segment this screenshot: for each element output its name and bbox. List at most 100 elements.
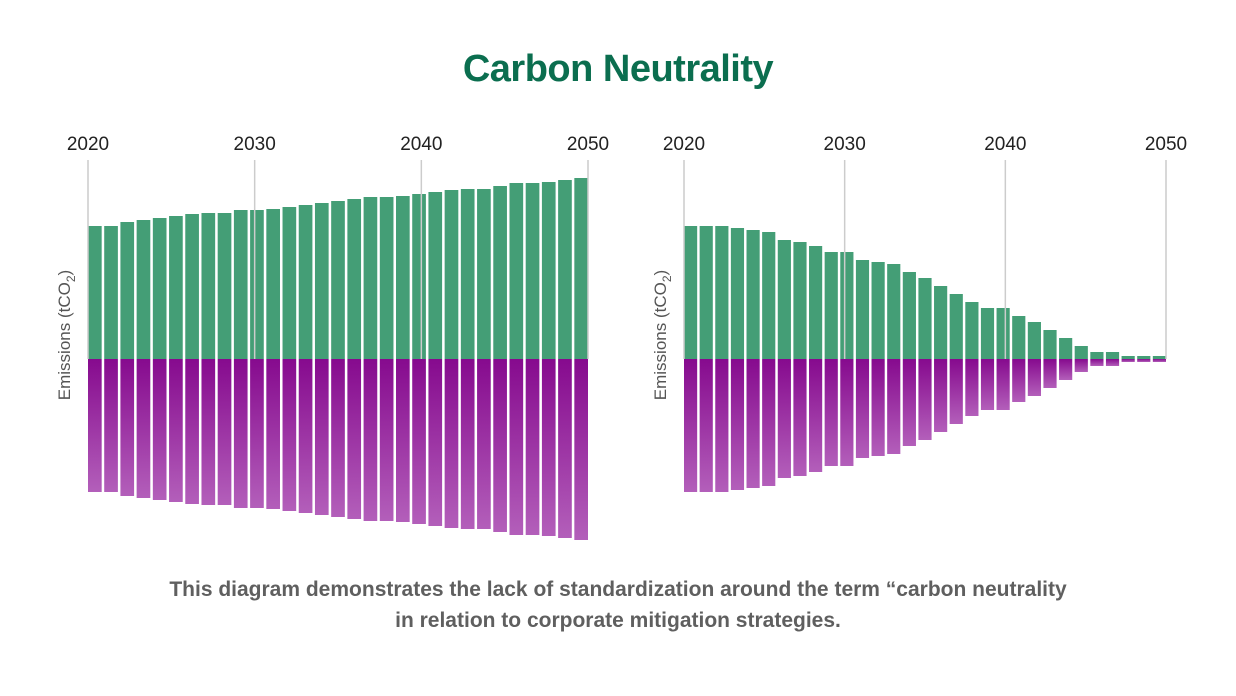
offset-bar-2049	[1137, 359, 1151, 362]
emissions-bar-2044	[477, 189, 491, 359]
offset-bar-2043	[460, 359, 475, 529]
emissions-bar-2036	[347, 199, 362, 359]
emissions-bar-2028	[217, 213, 232, 359]
tick-label-2020: 2020	[663, 134, 705, 155]
emissions-bar-2022	[715, 226, 729, 359]
offset-bar-2044	[477, 359, 491, 529]
emissions-bar-2033	[298, 205, 313, 359]
offset-bar-2025	[169, 359, 183, 502]
emissions-bar-2023	[730, 228, 745, 359]
offset-bar-2033	[298, 359, 313, 513]
offset-bar-2042	[1027, 359, 1041, 396]
emissions-bar-2021	[104, 226, 118, 359]
offset-bar-2047	[525, 359, 540, 535]
offset-bar-2029	[233, 359, 248, 508]
offset-bar-2030	[250, 359, 264, 508]
offset-bar-2020	[88, 359, 102, 492]
offset-bar-2045	[493, 359, 507, 532]
emissions-bar-2022	[120, 222, 135, 359]
offset-bar-2037	[949, 359, 963, 424]
offset-bar-2039	[980, 359, 995, 410]
emissions-bar-2047	[525, 183, 540, 359]
emissions-bar-2024	[746, 230, 760, 359]
tick-label-2040: 2040	[984, 134, 1026, 155]
offset-bar-2041	[428, 359, 443, 526]
offset-bar-2041	[1012, 359, 1026, 402]
emissions-bar-2027	[793, 242, 807, 359]
emissions-bar-2031	[266, 209, 280, 359]
emissions-bar-2026	[185, 214, 199, 359]
tick-label-2030: 2030	[824, 134, 866, 155]
emissions-bar-2046	[509, 183, 524, 359]
emissions-bar-2049	[558, 180, 572, 359]
offset-bar-2046	[1090, 359, 1104, 366]
emissions-bar-2050	[574, 178, 588, 359]
caption-line-1: This diagram demonstrates the lack of st…	[169, 578, 1067, 601]
offset-bar-2050	[574, 359, 588, 540]
tick-label-2020: 2020	[67, 134, 109, 155]
offset-bar-2038	[965, 359, 979, 416]
offset-bar-2040	[412, 359, 426, 524]
emissions-bar-2048	[1121, 356, 1135, 359]
emissions-bar-2036	[934, 286, 948, 359]
offset-bar-2020	[684, 359, 698, 492]
offset-bar-2024	[746, 359, 760, 488]
emissions-bar-2044	[1059, 338, 1073, 359]
emissions-bar-2045	[493, 186, 507, 359]
offset-bar-2022	[715, 359, 729, 492]
offset-bar-2031	[266, 359, 280, 509]
emissions-bar-2031	[855, 260, 870, 359]
emissions-bar-2035	[918, 278, 932, 359]
offset-bar-2037	[363, 359, 378, 521]
offset-bar-2050	[1152, 359, 1166, 362]
emissions-bar-2033	[887, 264, 901, 359]
offset-bar-2031	[855, 359, 870, 458]
offset-bar-2035	[331, 359, 345, 517]
offset-bar-2048	[541, 359, 556, 536]
page-title: Carbon Neutrality	[462, 48, 774, 90]
offset-bar-2036	[347, 359, 362, 519]
offset-bar-2035	[918, 359, 932, 440]
emissions-bar-2020	[684, 226, 698, 359]
emissions-bar-2032	[871, 262, 885, 359]
offset-bar-2049	[558, 359, 572, 538]
emissions-bar-2043	[460, 189, 475, 359]
tick-label-2030: 2030	[234, 134, 276, 155]
emissions-bar-2034	[902, 272, 916, 359]
offset-bar-2027	[201, 359, 216, 505]
emissions-bar-2045	[1074, 346, 1088, 359]
offset-bar-2026	[185, 359, 199, 504]
emissions-bar-2024	[152, 218, 167, 359]
offset-bar-2047	[1105, 359, 1120, 366]
emissions-bar-2037	[363, 197, 378, 359]
caption: This diagram demonstrates the lack of st…	[0, 574, 1236, 636]
offset-bar-2034	[902, 359, 916, 446]
emissions-bar-2049	[1137, 356, 1151, 359]
tick-label-2040: 2040	[400, 134, 442, 155]
emissions-bar-2041	[428, 192, 443, 359]
y-axis-label: Emissions (tCO2)	[55, 270, 78, 400]
offset-bar-2026	[777, 359, 791, 478]
offset-bar-2032	[282, 359, 297, 511]
emissions-bar-2021	[699, 226, 713, 359]
offset-bar-2032	[871, 359, 885, 456]
y-axis-label: Emissions (tCO2)	[651, 270, 674, 400]
offset-bar-2024	[152, 359, 167, 500]
emissions-bar-2028	[809, 246, 823, 359]
offset-bar-2023	[730, 359, 745, 490]
offset-bar-2034	[314, 359, 329, 515]
offset-bar-2027	[793, 359, 807, 476]
emissions-bar-2029	[824, 252, 838, 359]
emissions-bar-2039	[980, 308, 995, 359]
caption-line-2: in relation to corporate mitigation stra…	[395, 609, 841, 632]
emissions-bar-2043	[1043, 330, 1057, 359]
emissions-bar-2047	[1105, 352, 1120, 359]
offset-bar-2045	[1074, 359, 1088, 372]
tick-label-2050: 2050	[567, 134, 609, 155]
offset-bar-2022	[120, 359, 135, 496]
emissions-bar-2025	[169, 216, 183, 359]
emissions-bar-2030	[250, 210, 264, 359]
emissions-bar-2026	[777, 240, 791, 359]
offset-bar-2044	[1059, 359, 1073, 380]
